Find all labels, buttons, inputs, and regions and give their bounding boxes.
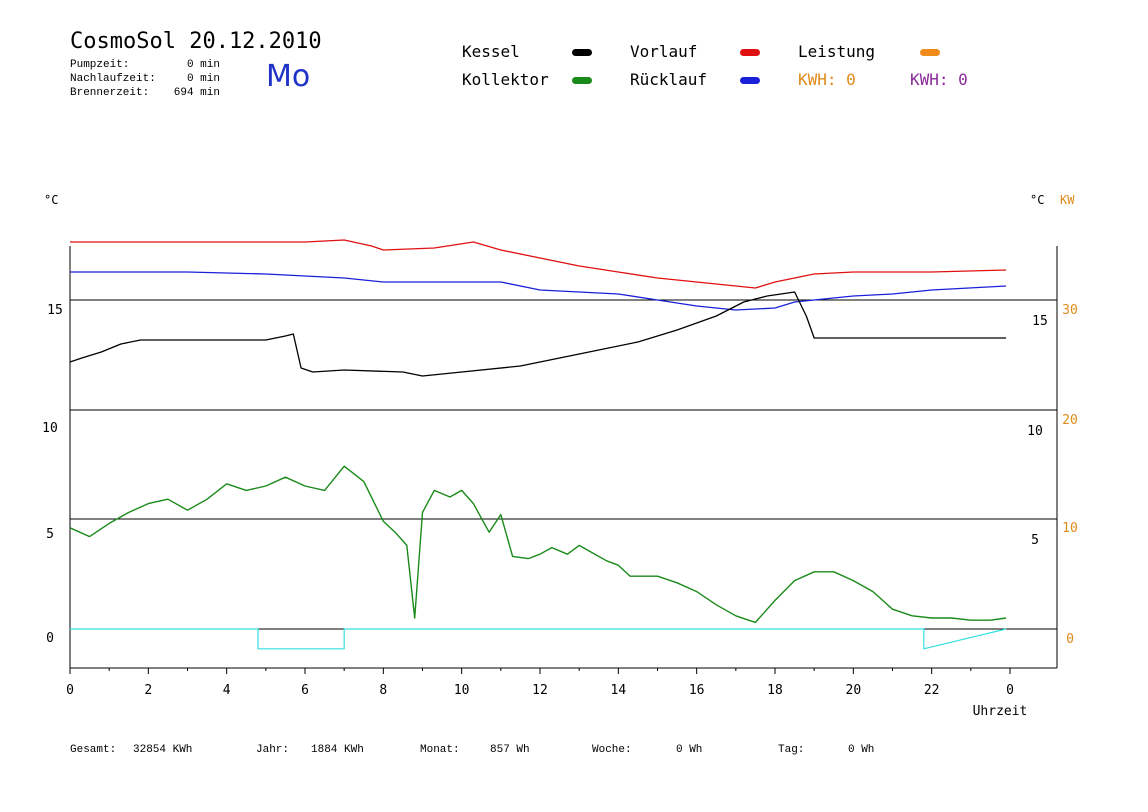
legend: Kessel Vorlauf Leistung Kollektor Rückla… <box>462 42 1022 102</box>
total-jahr-value: 1884 KWh <box>311 744 364 756</box>
x-tick-label: 8 <box>379 683 387 698</box>
x-tick-label: 10 <box>454 683 470 698</box>
legend-label-kessel: Kessel <box>462 42 520 61</box>
kw-tick-label: 30 <box>1062 303 1078 318</box>
total-tag-label: Tag: <box>778 744 805 756</box>
y-left-tick-label: 5 <box>46 527 54 542</box>
stats-block: Pumpzeit: 0 min Nachlaufzeit: 0 min Bren… <box>70 58 220 100</box>
stat-nachlaufzeit: Nachlaufzeit: 0 min <box>70 72 220 86</box>
legend-swatch-kollektor <box>572 77 592 84</box>
chart-title: CosmoSol 20.12.2010 <box>70 29 322 54</box>
x-axis-label: Uhrzeit <box>973 704 1028 719</box>
x-tick-label: 22 <box>924 683 940 698</box>
unit-left-celsius: °C <box>44 193 59 207</box>
plot-frame <box>69 246 1058 669</box>
stat-label: Pumpzeit: <box>70 59 130 71</box>
x-tick-label: 6 <box>301 683 309 698</box>
kw-tick-label: 10 <box>1062 521 1078 536</box>
legend-label-leistung: Leistung <box>798 42 876 61</box>
total-gesamt-label: Gesamt: <box>70 744 117 756</box>
stat-label: Nachlaufzeit: <box>70 73 156 85</box>
series-kessel-line <box>69 291 1007 377</box>
x-tick-label: 20 <box>846 683 862 698</box>
stat-value: 694 min <box>173 87 220 99</box>
kw-tick-label: 20 <box>1062 413 1078 428</box>
x-tick-label: 14 <box>611 683 627 698</box>
x-tick-label: 4 <box>223 683 231 698</box>
stat-label: Brennerzeit: <box>70 87 150 99</box>
y-right-tick-label: 10 <box>1027 424 1043 439</box>
total-woche-label: Woche: <box>592 744 632 756</box>
totals-row: Gesamt: 32854 KWh Jahr: 1884 KWh Monat: … <box>70 742 970 760</box>
weekday-label: Mo <box>266 59 311 94</box>
total-monat-value: 857 Wh <box>490 744 530 756</box>
stat-value: 0 min <box>186 59 220 71</box>
stat-value: 0 min <box>186 73 220 85</box>
legend-swatch-kessel <box>572 49 592 56</box>
x-tick-label: 0 <box>1006 683 1014 698</box>
series-vorlauf-line <box>70 239 1007 289</box>
legend-kwh-orange: KWH: 0 <box>798 70 856 89</box>
total-monat-label: Monat: <box>420 744 460 756</box>
legend-label-kollektor: Kollektor <box>462 70 549 89</box>
legend-swatch-ruecklauf <box>740 77 760 84</box>
y-right-upper-tick-label: 15 <box>1032 314 1048 329</box>
tick-layer: 0 2 4 6 8 10 12 14 16 18 20 22 0 Uhrzeit 0 5 10 15 5 10 15 0 1… <box>42 303 1078 719</box>
series-layer <box>69 239 1007 650</box>
series-pumpe-line <box>70 628 1007 650</box>
unit-right-celsius: °C <box>1030 193 1045 207</box>
total-gesamt-value: 32854 KWh <box>133 744 193 756</box>
total-woche-value: 0 Wh <box>676 744 703 756</box>
total-tag-value: 0 Wh <box>848 744 875 756</box>
series-ruecklauf-line <box>70 271 1007 311</box>
y-left-tick-label: 0 <box>46 631 54 646</box>
total-jahr-label: Jahr: <box>256 744 290 756</box>
y-left-upper-tick-label: 15 <box>47 303 63 318</box>
series-kollektor-line <box>69 465 1007 624</box>
stat-pumpzeit: Pumpzeit: 0 min <box>70 58 220 72</box>
x-tick-label: 0 <box>66 683 74 698</box>
legend-swatch-leistung <box>920 49 940 56</box>
unit-right-kw: KW <box>1060 193 1075 207</box>
legend-swatch-vorlauf <box>740 49 760 56</box>
legend-kwh-purple: KWH: 0 <box>910 70 968 89</box>
y-left-tick-label: 10 <box>42 421 58 436</box>
legend-label-vorlauf: Vorlauf <box>630 42 698 61</box>
x-tick-label: 18 <box>767 683 783 698</box>
stat-brennerzeit: Brennerzeit: 694 min <box>70 86 220 100</box>
kw-tick-label: 0 <box>1066 632 1074 647</box>
legend-label-ruecklauf: Rücklauf <box>630 70 708 89</box>
x-tick-label: 12 <box>532 683 548 698</box>
x-tick-label: 2 <box>144 683 152 698</box>
x-tick-label: 16 <box>689 683 705 698</box>
y-right-tick-label: 5 <box>1031 533 1039 548</box>
